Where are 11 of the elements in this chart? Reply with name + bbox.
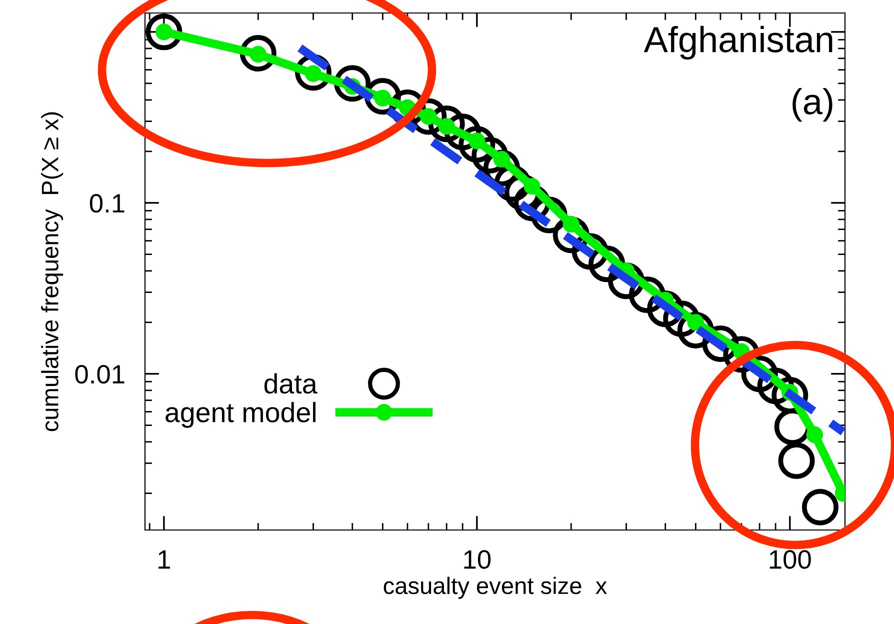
y-tick-label: 0.01 — [75, 364, 124, 384]
x-axis-title: casualty event size x — [384, 576, 607, 599]
legend-label: agent model — [166, 402, 316, 428]
annotation: (a) — [792, 88, 832, 122]
y-axis-title: cumulative frequency P(X ≥ x) — [41, 112, 64, 432]
y-tick-label: 0.1 — [90, 194, 124, 213]
x-tick-label: 100 — [770, 550, 811, 569]
x-tick-label: 10 — [464, 550, 491, 569]
legend-label: data — [264, 373, 318, 394]
chart-title: Afghanistan — [644, 26, 832, 60]
x-tick-label: 1 — [158, 550, 170, 569]
